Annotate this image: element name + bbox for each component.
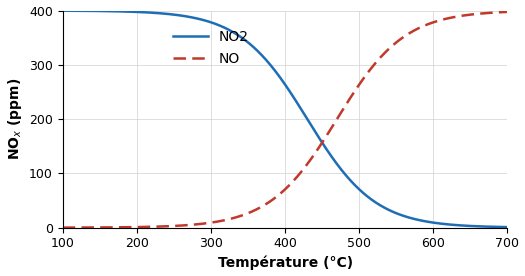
NO: [491, 11, 498, 14]
NO: [410, 30, 416, 33]
NO2: [491, 225, 498, 229]
NO2: [59, 9, 66, 12]
NO: [491, 11, 498, 14]
NO: [59, 226, 66, 229]
NO: [264, 202, 270, 205]
NO2: [264, 60, 270, 63]
NO: [82, 226, 89, 229]
NO2: [491, 225, 498, 229]
Line: NO2: NO2: [62, 11, 508, 227]
Line: NO: NO: [62, 12, 508, 228]
Legend: NO2, NO: NO2, NO: [167, 24, 255, 71]
NO: [505, 10, 511, 14]
Y-axis label: NO$_x$ (ppm): NO$_x$ (ppm): [6, 78, 24, 160]
NO2: [410, 217, 416, 220]
NO: [276, 193, 282, 197]
NO2: [276, 74, 282, 78]
NO2: [505, 225, 511, 229]
X-axis label: Température (°C): Température (°C): [217, 256, 353, 270]
NO2: [82, 9, 89, 12]
